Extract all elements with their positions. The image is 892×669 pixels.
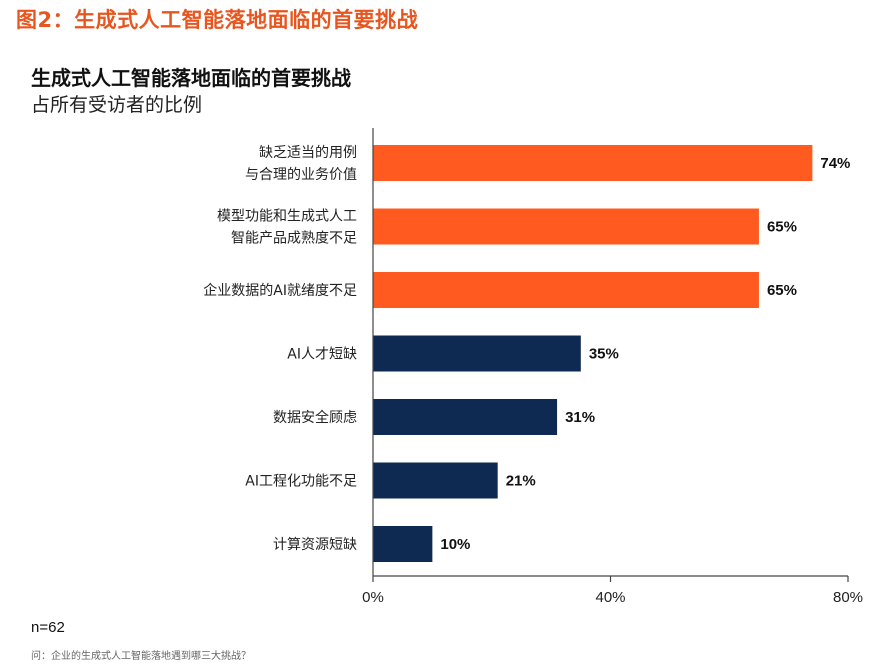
bar-1	[373, 208, 759, 245]
bar-4	[373, 399, 558, 435]
value-label-4: 31%	[565, 409, 595, 426]
sample-size: n=62	[31, 619, 65, 636]
chart-subtitle: 占所有受访者的比例	[31, 94, 203, 116]
x-tick-label-1: 40%	[595, 589, 625, 606]
value-label-0: 74%	[820, 155, 850, 172]
survey-question: 问：企业的生成式人工智能落地遇到哪三大挑战？	[31, 651, 251, 662]
value-label-2: 65%	[767, 282, 797, 299]
x-tick-label-2: 80%	[833, 589, 863, 606]
category-label-0-0: 缺乏适当的用例	[259, 145, 357, 161]
bar-2	[373, 272, 759, 308]
category-label-5-0: AI工程化功能不足	[245, 474, 357, 490]
value-label-1: 65%	[767, 219, 797, 236]
category-label-2-0: 企业数据的AI就绪度不足	[203, 282, 357, 299]
value-label-6: 10%	[440, 536, 470, 553]
category-label-0-1: 与合理的业务价值	[245, 167, 357, 183]
bar-0	[373, 145, 813, 181]
category-label-4-0: 数据安全顾虑	[273, 409, 357, 426]
figure-title: 图2：生成式人工智能落地面临的首要挑战	[16, 8, 419, 32]
x-tick-label-0: 0%	[362, 589, 384, 606]
category-label-6-0: 计算资源短缺	[273, 537, 357, 553]
bar-3	[373, 335, 581, 372]
category-label-3-0: AI人才短缺	[287, 347, 357, 363]
category-label-1-0: 模型功能和生成式人工	[217, 209, 357, 225]
bar-6	[373, 526, 433, 562]
category-label-1-1: 智能产品成熟度不足	[231, 231, 357, 247]
value-label-3: 35%	[589, 346, 619, 363]
value-label-5: 21%	[506, 473, 536, 490]
bar-5	[373, 462, 498, 499]
chart-title: 生成式人工智能落地面临的首要挑战	[31, 66, 351, 90]
